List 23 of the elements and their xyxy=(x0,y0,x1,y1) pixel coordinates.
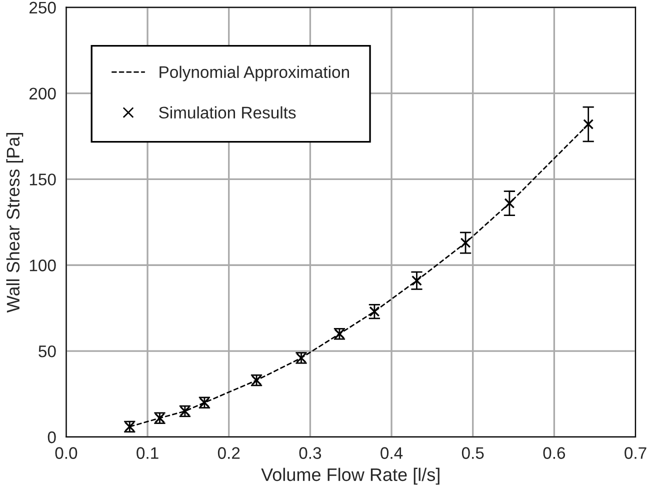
point xyxy=(460,238,471,248)
x-tick-label: 0.1 xyxy=(136,447,158,459)
x-axis-title: Volume Flow Rate [l/s] xyxy=(261,468,440,485)
legend-label: Polynomial Approximation xyxy=(160,66,349,82)
x-tick-label: 0.3 xyxy=(299,447,322,459)
point xyxy=(369,306,380,317)
y-tick-label: 50 xyxy=(38,345,56,358)
y-tick-label: 200 xyxy=(30,88,56,100)
point xyxy=(583,118,594,130)
point xyxy=(504,198,515,208)
point xyxy=(412,275,422,286)
y-tick-label: 100 xyxy=(30,260,56,272)
y-tick-label: 250 xyxy=(30,2,56,14)
x-tick-label: 0.6 xyxy=(543,447,566,459)
x-tick-label: 0.4 xyxy=(380,447,403,459)
y-tick-label: 0 xyxy=(48,431,56,444)
x-tick-label: 0.5 xyxy=(462,447,484,459)
y-tick-label: 150 xyxy=(30,174,56,186)
x-tick-label: 0.7 xyxy=(624,447,646,459)
x-tick-label: 0.2 xyxy=(218,447,240,459)
y-axis-title: Wall Shear Stress [Pa] xyxy=(6,132,24,313)
x-tick-label: 0.0 xyxy=(55,447,78,459)
legend-label: Simulation Results xyxy=(159,106,296,119)
